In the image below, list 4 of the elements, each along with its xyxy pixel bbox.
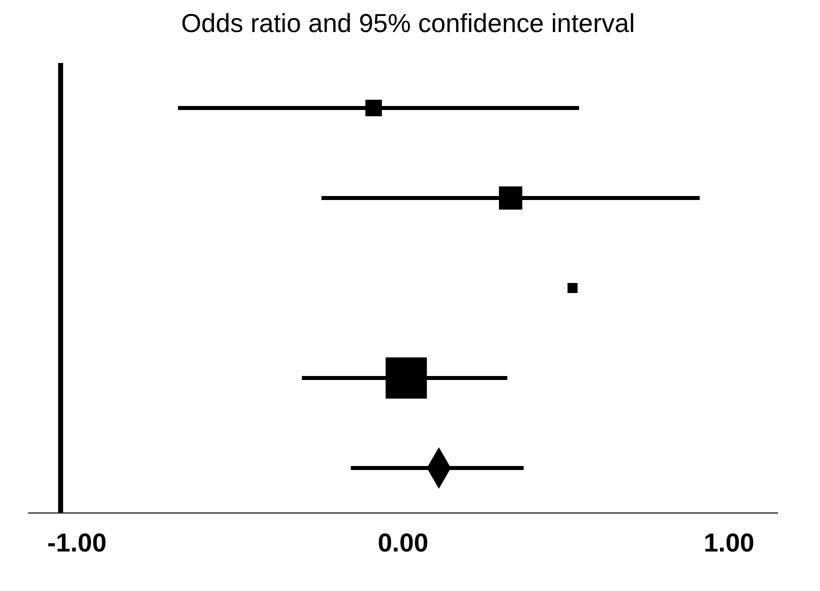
x-tick-label: 0.00 [378, 527, 428, 558]
chart-title: Odds ratio and 95% confidence interval [180, 8, 636, 39]
x-tick-label: 1.00 [704, 527, 754, 558]
x-tick-label: -1.00 [47, 527, 107, 558]
